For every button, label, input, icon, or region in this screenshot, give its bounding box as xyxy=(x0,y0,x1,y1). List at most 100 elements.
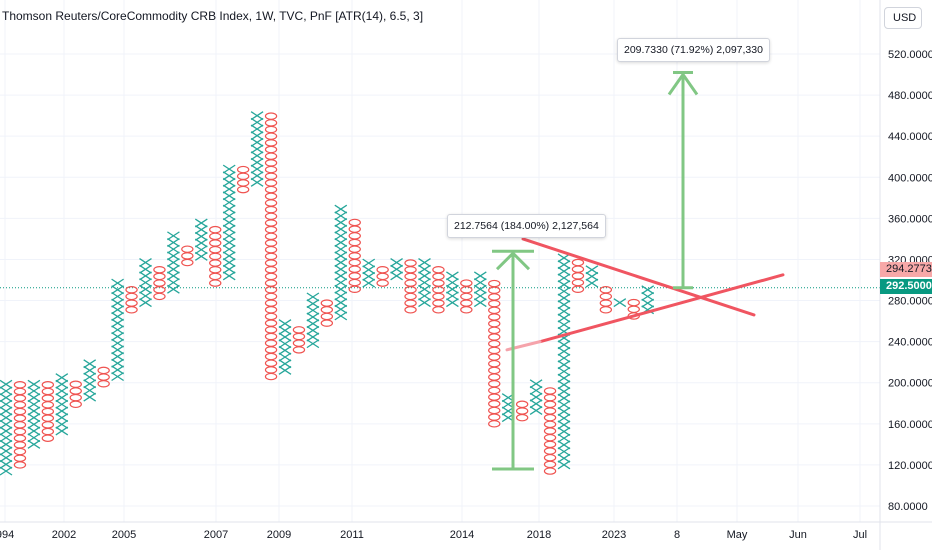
pnf-x-box xyxy=(222,177,236,187)
price-tick-label: 480.0000 xyxy=(888,90,932,102)
pnf-column-x xyxy=(557,253,571,470)
pnf-x-box xyxy=(111,325,124,335)
pnf-o-box xyxy=(13,447,27,456)
pnf-column-x xyxy=(27,379,41,449)
pnf-x-box xyxy=(334,204,348,214)
pnf-o-box xyxy=(41,421,55,429)
pnf-x-box xyxy=(111,338,124,348)
pnf-o-box xyxy=(488,386,501,395)
pnf-x-box xyxy=(111,345,124,355)
pnf-x-box xyxy=(362,278,376,288)
pnf-x-box xyxy=(167,271,180,281)
pnf-o-box xyxy=(543,460,557,469)
pnf-o-box xyxy=(348,245,361,253)
measure-callout-lower[interactable]: 212.7564 (184.00%) 2,127,564 xyxy=(447,214,606,238)
pnf-column-x xyxy=(167,231,180,294)
pnf-o-box xyxy=(69,380,82,389)
pnf-column-o xyxy=(432,265,445,314)
pnf-o-box xyxy=(41,414,55,422)
pnf-x-box xyxy=(585,271,599,281)
pnf-x-box xyxy=(0,406,13,416)
pnf-x-box xyxy=(139,284,152,294)
pnf-x-box xyxy=(557,300,571,310)
pnf-o-box xyxy=(264,286,278,294)
pnf-o-box xyxy=(292,346,306,354)
pnf-column-o xyxy=(515,400,529,422)
pnf-o-box xyxy=(209,279,222,287)
pnf-o-box xyxy=(153,265,166,274)
pnf-x-box xyxy=(334,224,348,234)
trend-line-down[interactable] xyxy=(521,237,756,317)
pnf-x-box xyxy=(0,439,13,449)
pnf-o-box xyxy=(515,400,529,409)
pnf-x-box xyxy=(390,258,403,268)
pnf-x-box xyxy=(55,386,69,396)
pnf-o-box xyxy=(348,272,361,280)
pnf-x-box xyxy=(334,284,348,294)
pnf-x-box xyxy=(278,359,292,369)
pnf-columns xyxy=(0,111,655,476)
pnf-o-box xyxy=(97,366,110,375)
pnf-x-box xyxy=(139,278,152,288)
pnf-x-box xyxy=(306,305,320,315)
pnf-x-box xyxy=(557,360,571,370)
pnf-x-box xyxy=(83,365,97,375)
pnf-x-box xyxy=(418,258,431,268)
pnf-x-box xyxy=(557,266,571,276)
pnf-x-box xyxy=(278,319,292,329)
pnf-o-box xyxy=(264,112,278,120)
pnf-x-box xyxy=(222,211,236,221)
pnf-o-box xyxy=(236,172,250,180)
pnf-o-box xyxy=(236,185,250,194)
pnf-x-box xyxy=(167,244,180,254)
pnf-x-box xyxy=(27,393,41,403)
pnf-x-box xyxy=(418,298,431,308)
pnf-x-box xyxy=(27,386,41,396)
pnf-o-box xyxy=(264,205,278,214)
pnf-x-box xyxy=(278,339,292,349)
pnf-o-box xyxy=(264,372,278,381)
pnf-x-box xyxy=(222,204,236,214)
pnf-o-box xyxy=(488,346,501,355)
pnf-o-box xyxy=(432,272,445,281)
pnf-x-box xyxy=(557,407,571,416)
time-axis-label: 994 xyxy=(0,529,14,541)
pnf-o-box xyxy=(13,381,27,389)
pnf-x-box xyxy=(334,298,348,308)
pnf-x-box xyxy=(0,446,13,456)
pnf-x-box xyxy=(222,184,236,194)
pnf-column-o xyxy=(13,381,27,469)
pnf-column-x xyxy=(55,373,69,436)
currency-button[interactable]: USD xyxy=(884,7,922,29)
pnf-x-box xyxy=(0,393,13,403)
pnf-x-box xyxy=(222,244,236,254)
pnf-o-box xyxy=(209,265,222,274)
pnf-x-box xyxy=(306,319,320,329)
pnf-o-box xyxy=(543,427,557,435)
pnf-x-box xyxy=(306,299,320,309)
price-badge-secondary: 294.2773 xyxy=(880,262,932,277)
pnf-column-x xyxy=(139,258,152,308)
pnf-x-box xyxy=(557,400,571,410)
pnf-x-box xyxy=(83,372,97,382)
price-tick-label: 400.0000 xyxy=(888,172,932,184)
pnf-column-o xyxy=(125,286,138,314)
pnf-x-box xyxy=(557,440,571,450)
pnf-x-box xyxy=(222,217,236,227)
pnf-x-box xyxy=(167,264,180,274)
measure-callout-upper[interactable]: 209.7330 (71.92%) 2,097,330 xyxy=(617,38,770,62)
price-tick-label: 440.0000 xyxy=(888,131,932,143)
pnf-o-box xyxy=(13,434,27,442)
pnf-o-box xyxy=(348,278,361,287)
pnf-o-box xyxy=(264,219,278,227)
trend-line-up[interactable] xyxy=(538,273,785,344)
pnf-x-box xyxy=(613,298,627,308)
pnf-x-box xyxy=(446,278,459,288)
pnf-o-box xyxy=(69,393,82,402)
pnf-x-box xyxy=(55,393,69,403)
pnf-o-box xyxy=(181,252,194,260)
pnf-o-box xyxy=(432,292,445,301)
pnf-o-box xyxy=(404,306,417,314)
pnf-x-box xyxy=(139,271,152,281)
